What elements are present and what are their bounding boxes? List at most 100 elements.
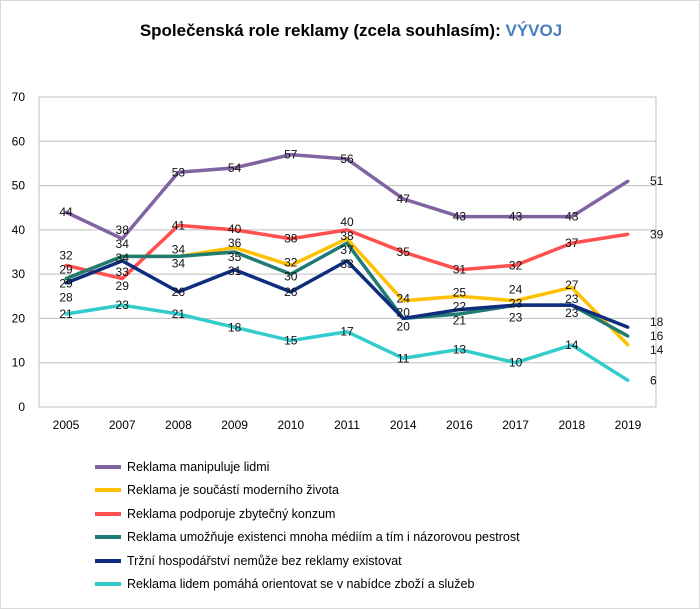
data-point <box>457 308 461 312</box>
chart-title: Společenská role reklamy (zcela souhlasí… <box>1 21 700 41</box>
data-point <box>289 272 293 276</box>
data-label: 33 <box>116 265 130 279</box>
data-label: 38 <box>340 229 354 243</box>
data-point <box>289 153 293 157</box>
data-label: 25 <box>453 286 467 300</box>
data-point <box>570 343 574 347</box>
data-point <box>457 294 461 298</box>
data-point <box>176 290 180 294</box>
legend-item: Reklama manipuluje lidmi <box>95 455 520 479</box>
data-point <box>626 334 630 338</box>
data-point <box>289 339 293 343</box>
x-tick-label: 2017 <box>502 418 529 432</box>
data-point <box>457 347 461 351</box>
data-label: 29 <box>59 262 73 276</box>
data-label: 36 <box>228 236 242 250</box>
x-tick-label: 2008 <box>165 418 192 432</box>
data-label: 26 <box>172 285 186 299</box>
data-label: 35 <box>228 250 242 264</box>
data-label: 44 <box>59 205 73 219</box>
data-point <box>457 215 461 219</box>
data-label: 40 <box>228 222 242 236</box>
data-point <box>514 303 518 307</box>
data-point <box>233 228 237 232</box>
legend-item: Reklama umožňuje existenci mnoha médiím … <box>95 526 520 550</box>
legend-item: Reklama lidem pomáhá orientovat se v nab… <box>95 573 520 597</box>
data-label: 23 <box>116 298 130 312</box>
data-label: 33 <box>340 257 354 271</box>
x-tick-label: 2016 <box>446 418 473 432</box>
data-label: 51 <box>650 174 664 188</box>
data-label: 18 <box>650 315 664 329</box>
data-label: 34 <box>172 242 186 256</box>
data-label: 21 <box>453 314 467 328</box>
x-tick-label: 2010 <box>277 418 304 432</box>
data-label: 23 <box>509 311 523 325</box>
data-label: 20 <box>397 320 411 334</box>
data-point <box>120 237 124 241</box>
data-point <box>401 197 405 201</box>
data-point <box>401 356 405 360</box>
data-point <box>176 223 180 227</box>
data-label: 38 <box>116 223 130 237</box>
data-point <box>401 316 405 320</box>
data-point <box>570 241 574 245</box>
data-label: 35 <box>397 245 411 259</box>
legend-label: Reklama je součástí moderního života <box>127 483 339 498</box>
y-tick-label: 60 <box>12 134 26 148</box>
data-point <box>289 237 293 241</box>
legend-swatch <box>95 488 121 493</box>
data-label: 14 <box>650 343 664 357</box>
data-label: 34 <box>172 256 186 270</box>
data-label: 15 <box>284 334 298 348</box>
data-label: 22 <box>453 300 467 314</box>
data-label: 23 <box>565 292 579 306</box>
data-label: 13 <box>453 342 467 356</box>
data-label: 57 <box>284 148 298 162</box>
data-label: 18 <box>228 320 242 334</box>
data-label: 43 <box>509 210 523 224</box>
data-label: 27 <box>565 278 579 292</box>
data-label: 24 <box>509 283 523 297</box>
data-point <box>626 232 630 236</box>
data-point <box>120 254 124 258</box>
x-tick-label: 2005 <box>53 418 80 432</box>
data-label: 28 <box>59 290 73 304</box>
data-point <box>345 237 349 241</box>
data-point <box>514 299 518 303</box>
data-label: 20 <box>397 306 411 320</box>
y-tick-label: 10 <box>12 356 26 370</box>
legend-label: Reklama podporuje zbytečný konzum <box>127 506 336 521</box>
legend-label: Reklama umožňuje existenci mnoha médiím … <box>127 530 520 545</box>
data-point <box>233 250 237 254</box>
data-point <box>626 325 630 329</box>
data-point <box>345 241 349 245</box>
legend-item: Reklama je součástí moderního života <box>95 479 520 503</box>
data-point <box>64 281 68 285</box>
y-tick-label: 70 <box>12 90 26 104</box>
data-point <box>176 254 180 258</box>
x-tick-label: 2007 <box>109 418 136 432</box>
data-label: 29 <box>116 279 130 293</box>
data-label: 43 <box>453 210 467 224</box>
legend-swatch <box>95 535 121 540</box>
y-tick-label: 40 <box>12 223 26 237</box>
data-label: 21 <box>172 307 186 321</box>
data-label: 16 <box>650 329 664 343</box>
data-point <box>233 268 237 272</box>
data-point <box>514 263 518 267</box>
legend-item: Tržní hospodářství nemůže bez reklamy ex… <box>95 549 520 573</box>
data-point <box>401 250 405 254</box>
data-label: 41 <box>172 218 186 232</box>
data-label: 6 <box>650 373 657 387</box>
data-point <box>345 259 349 263</box>
data-point <box>514 215 518 219</box>
data-label: 21 <box>59 307 73 321</box>
data-point <box>64 263 68 267</box>
data-label: 43 <box>565 210 579 224</box>
data-label: 32 <box>284 256 298 270</box>
data-label: 31 <box>453 263 467 277</box>
data-label: 31 <box>228 264 242 278</box>
